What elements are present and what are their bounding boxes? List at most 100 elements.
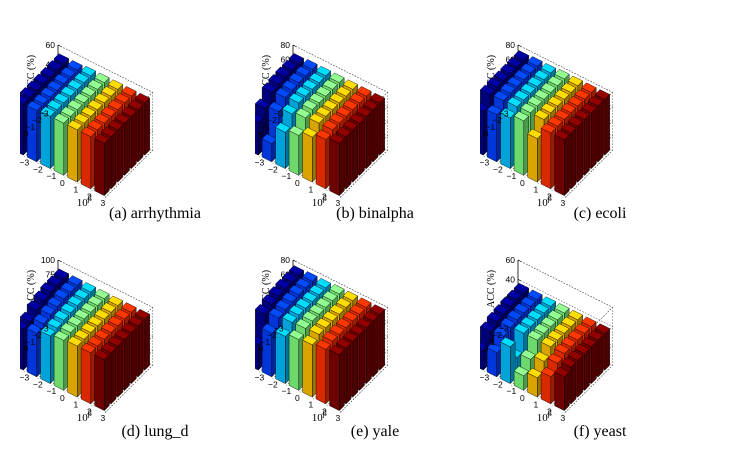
z-tick-label: 60 [506,255,516,265]
z-tick-label: 80 [281,40,291,50]
beta-tick-label: 2 [322,191,327,201]
beta-axis-label: 10β [537,409,552,424]
z-tick-label: 40 [506,274,516,284]
bar [500,336,516,385]
beta-tick-label: 3 [561,413,566,423]
bar [94,133,110,197]
beta-tick-label: 3 [101,413,106,423]
bar [94,349,110,412]
chart-yale: 020406080ACC (%)−3−2−10123−3−2−1012310α1… [255,255,389,424]
alpha-tick-label: 0 [259,129,264,139]
beta-tick-label: −1 [47,171,57,181]
caption-lung-d: (d) lung_d [121,423,189,440]
alpha-tick-label: −2 [267,115,277,125]
bar [302,127,318,183]
alpha-tick-label: −3 [274,108,284,118]
beta-tick-label: −1 [507,171,517,181]
beta-tick-label: −1 [282,171,292,181]
bars [20,268,151,412]
bar [540,366,557,405]
beta-tick-label: 3 [561,198,566,208]
chart-binalpha: 020406080ACC (%)−3−2−10123−3−2−1012310α1… [255,40,389,209]
caption-yale: (e) yale [350,423,400,440]
beta-tick-label: 0 [60,393,65,403]
alpha-tick-label: −3 [39,108,49,118]
beta-tick-label: 2 [87,191,92,201]
beta-tick-label: 2 [322,406,327,416]
bar [554,129,570,197]
alpha-tick-label: −3 [274,323,284,333]
beta-tick-label: −2 [268,379,278,389]
alpha-tick-label: 1 [20,135,22,145]
beta-tick-label: −1 [507,386,517,396]
alpha-tick-label: −2 [32,330,42,340]
bars [480,282,611,412]
beta-tick-label: −2 [493,164,503,174]
caption-yeast: (f) yeast [573,423,627,440]
beta-axis-label: 10β [77,409,92,424]
caption-arrhythmia: (a) arrhythmia [109,205,201,222]
chart-ecoli: 020406080ACC (%)−3−2−10123−3−2−1012310α1… [480,40,614,209]
beta-tick-label: 1 [74,400,79,410]
chart-lung-d: 0255075100ACC (%)−3−2−10123−3−2−1012310α… [20,255,154,424]
alpha-tick-label: −1 [260,122,270,132]
alpha-tick-label: 1 [20,350,22,360]
bar [288,125,305,176]
z-tick-label: 80 [281,255,291,265]
bars [255,265,386,412]
alpha-tick-label: −1 [485,337,495,347]
bar [261,133,278,163]
beta-tick-label: −3 [480,158,489,168]
beta-tick-label: −3 [255,373,264,383]
bar [329,344,345,412]
bar [329,133,345,197]
z-tick-label: 100 [41,255,55,265]
beta-tick-label: −2 [493,379,503,389]
beta-tick-label: −3 [20,158,29,168]
bar [80,126,97,190]
beta-tick-label: 2 [547,191,552,201]
beta-tick-label: 1 [309,185,314,195]
alpha-tick-label: −3 [499,108,509,118]
bar [315,339,332,405]
bar [40,326,56,385]
alpha-tick-label: −1 [25,337,35,347]
bar [67,119,83,183]
alpha-tick-label: −2 [492,330,502,340]
alpha-tick-label: −2 [492,115,502,125]
alpha-tick-label: 0 [484,129,489,139]
alpha-tick-label: 0 [484,344,489,354]
bar [513,111,530,176]
y-axis-label: ACC (%) [26,55,37,93]
bar [315,129,332,190]
bar [302,334,318,398]
beta-tick-label: −3 [255,158,264,168]
caption-binalpha: (b) binalpha [336,205,414,222]
beta-tick-label: −2 [33,164,43,174]
beta-tick-label: −2 [33,379,43,389]
bar [527,367,543,398]
bar [53,330,70,391]
alpha-tick-label: 1 [480,350,482,360]
beta-axis-label: 10β [312,409,327,424]
bar [80,342,97,405]
alpha-tick-label: 1 [255,350,257,360]
bars [480,50,611,197]
bar [527,128,543,183]
beta-tick-label: 1 [309,400,314,410]
bar [486,342,503,378]
caption-ecoli: (c) ecoli [573,205,627,222]
alpha-tick-label: 0 [24,344,29,354]
bar [67,336,83,398]
beta-tick-label: −1 [47,386,57,396]
alpha-tick-label: −1 [25,122,35,132]
bar [480,341,489,371]
bar [513,365,530,391]
y-axis-label: ACC (%) [26,270,37,308]
beta-tick-label: 0 [295,393,300,403]
alpha-tick-label: −1 [260,337,270,347]
alpha-tick-label: 0 [259,344,264,354]
